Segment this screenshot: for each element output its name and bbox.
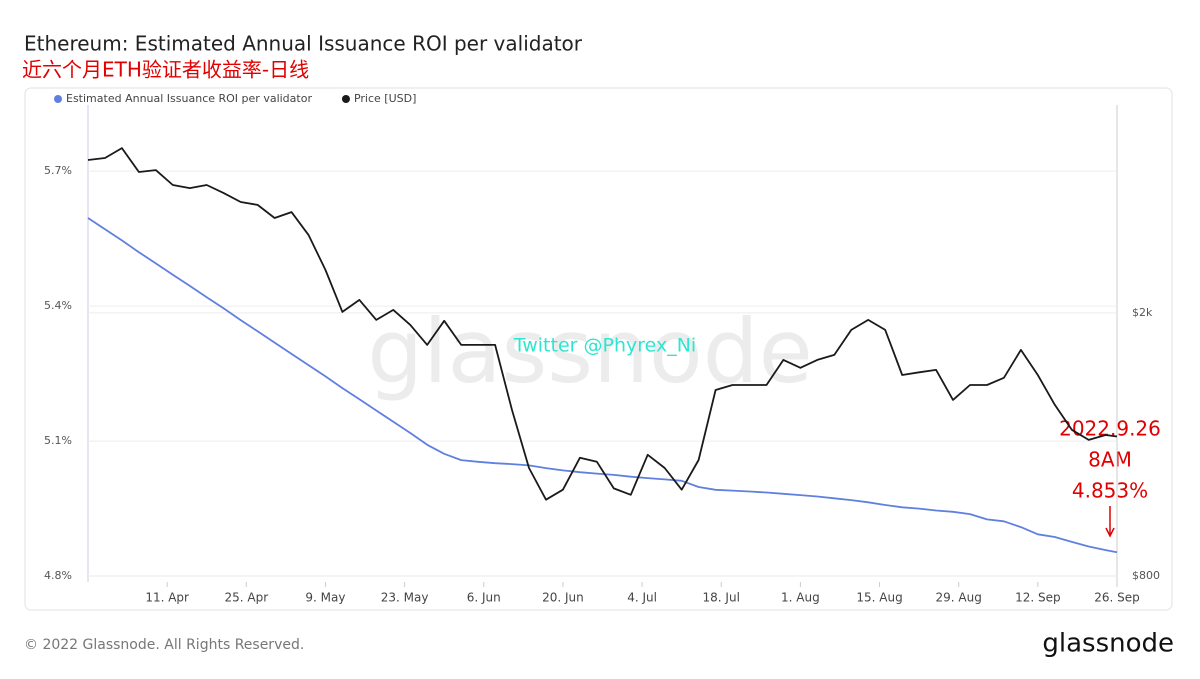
x-tick-label: 1. Aug — [781, 591, 820, 605]
x-tick-label: 20. Jun — [542, 591, 584, 605]
annotation: 8AM — [1088, 448, 1132, 472]
footer: © 2022 Glassnode. All Rights Reserved. — [24, 637, 304, 653]
x-tick-label: 29. Aug — [936, 591, 982, 605]
y-tick-label: 5.1% — [44, 434, 72, 447]
annotation: 4.853% — [1072, 479, 1148, 503]
chart-subtitle: 近六个月ETH验证者收益率-日线 — [22, 58, 309, 82]
legend-label: Price [USD] — [354, 92, 416, 105]
x-tick-label: 26. Sep — [1094, 591, 1140, 605]
x-tick-label: 9. May — [305, 591, 345, 605]
x-tick-label: 18. Jul — [703, 591, 740, 605]
series-line — [87, 147, 1118, 501]
y2-tick-label: $800 — [1132, 569, 1160, 582]
x-tick-label: 4. Jul — [627, 591, 657, 605]
logo: glassnode — [1042, 629, 1174, 659]
annotation: Twitter @Phyrex_Ni — [513, 335, 696, 357]
x-tick-label: 12. Sep — [1015, 591, 1061, 605]
chart-title: Ethereum: Estimated Annual Issuance ROI … — [24, 32, 583, 56]
chart-frame — [24, 87, 1173, 611]
annotation: 2022.9.26 — [1059, 417, 1161, 441]
y-tick-label: 4.8% — [44, 569, 72, 582]
y-tick-label: 5.4% — [44, 299, 72, 312]
x-tick-label: 15. Aug — [856, 591, 902, 605]
legend-label: Estimated Annual Issuance ROI per valida… — [66, 92, 312, 105]
arrow-head — [1105, 527, 1115, 538]
x-tick-label: 11. Apr — [145, 591, 189, 605]
legend-marker — [54, 95, 62, 103]
x-tick-label: 25. Apr — [224, 591, 268, 605]
x-tick-label: 6. Jun — [467, 591, 501, 605]
y-tick-label: 5.7% — [44, 164, 72, 177]
y2-tick-label: $2k — [1132, 306, 1153, 319]
x-tick-label: 23. May — [381, 591, 429, 605]
legend-marker — [341, 95, 350, 103]
